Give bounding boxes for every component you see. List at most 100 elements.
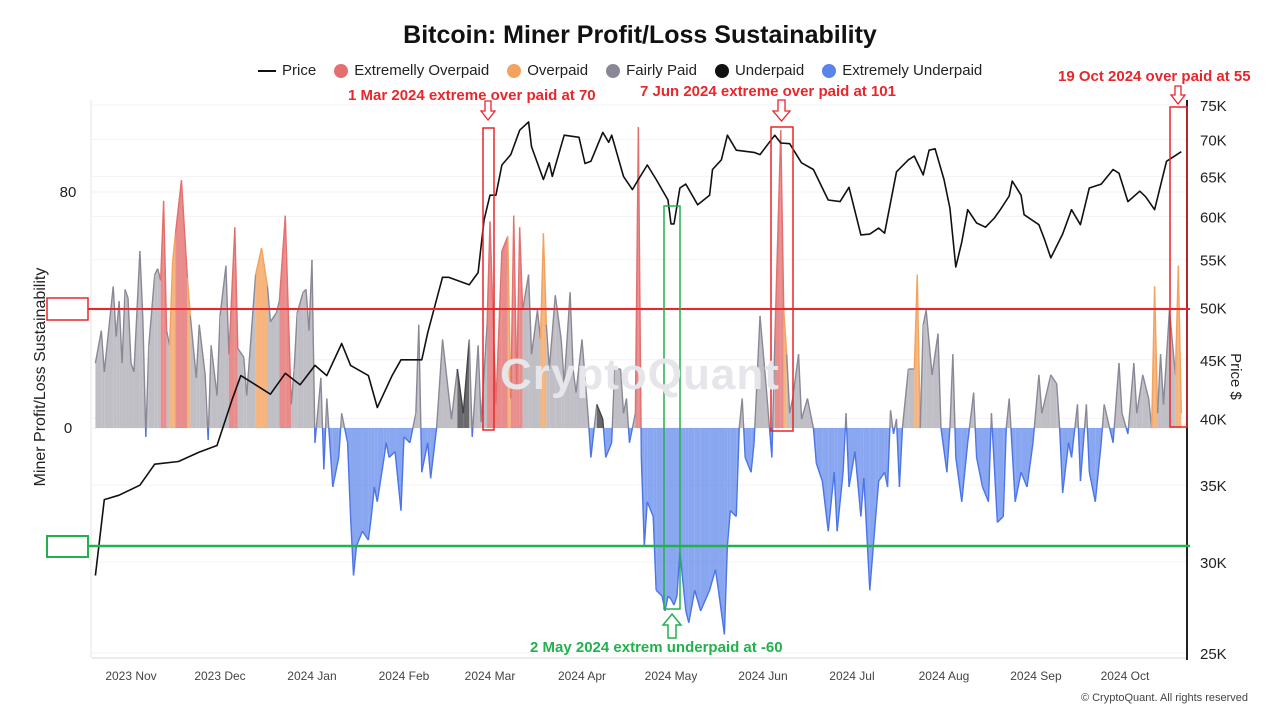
area-segment-F [522, 274, 529, 428]
area-edge-F [118, 301, 123, 364]
area-edge-U [602, 419, 605, 429]
area-edge-F [593, 404, 598, 429]
right-tick-label: 60K [1200, 209, 1227, 226]
area-edge-F [1038, 374, 1043, 414]
area-edge-F [315, 377, 322, 429]
area-segment-EU [1089, 428, 1096, 502]
area-edge-EU [815, 463, 823, 482]
copyright: © CryptoQuant. All rights reserved [1080, 692, 1248, 704]
legend-item-extremely-overpaid[interactable]: Extremelly Overpaid [334, 62, 489, 79]
annotation-oct: 19 Oct 2024 over paid at 55 [1058, 68, 1251, 85]
area-edge-F [340, 413, 346, 429]
area-segment-EU [353, 428, 357, 576]
area-segment-F [303, 289, 307, 428]
area-edge-F [269, 312, 277, 323]
area-edge-EU [388, 451, 396, 458]
area-segment-EU [656, 428, 663, 597]
area-edge-F [548, 295, 556, 370]
legend-label: Fairly Paid [626, 62, 697, 79]
area-edge-F [210, 345, 218, 396]
area-edge-F [266, 286, 272, 322]
area-edge-F [139, 250, 144, 319]
area-segment-F [789, 398, 793, 428]
area-edge-F [1118, 363, 1123, 414]
area-edge-F [527, 274, 533, 355]
area-edge-EO [634, 127, 640, 414]
area-edge-EU [409, 427, 414, 443]
area-edge-EU [714, 569, 720, 591]
highlight-box-40 [46, 297, 89, 321]
area-edge-EU [1100, 427, 1104, 443]
area-edge-F [845, 413, 848, 429]
area-segment-F [573, 369, 577, 428]
area-edge-EO [174, 180, 183, 234]
area-edge-F [1076, 404, 1080, 429]
area-edge-F [581, 339, 589, 414]
area-edge-EU [421, 442, 429, 473]
area-edge-F [219, 265, 227, 316]
area-edge-F [560, 339, 565, 384]
area-edge-EO [278, 215, 286, 302]
area-edge-EU [875, 481, 880, 517]
area-segment-EU [350, 428, 354, 576]
legend-item-price[interactable]: Price [258, 62, 316, 79]
area-edge-F [587, 413, 590, 429]
area-edge-F [1050, 374, 1058, 385]
area-segment-EU [715, 428, 719, 591]
area-edge-EU [373, 486, 378, 502]
annotation-may: 2 May 2024 extrem underpaid at -60 [530, 639, 783, 656]
x-tick-label: 2024 Jul [829, 669, 874, 683]
area-edge-EU [646, 501, 654, 517]
area-edge-EU [812, 427, 818, 464]
legend-item-overpaid[interactable]: Overpaid [507, 62, 588, 79]
area-edge-EU [361, 530, 369, 541]
area-edge-F [472, 345, 479, 429]
area-edge-F [133, 250, 141, 372]
area-edge-F [530, 309, 539, 355]
dot-swatch-icon [822, 63, 837, 78]
area-edge-EU [667, 595, 672, 600]
area-edge-F [919, 324, 924, 429]
area-edge-EU [981, 486, 990, 503]
area-segment-F [932, 333, 939, 428]
area-edge-O [539, 233, 545, 340]
area-segment-F [561, 339, 565, 428]
x-tick-label: 2024 Jan [287, 669, 336, 683]
area-edge-EU [1010, 427, 1016, 502]
area-edge-EU [1070, 427, 1076, 458]
area-edge-F [806, 398, 815, 429]
area-edge-EU [355, 530, 364, 547]
area-edge-EO [486, 221, 491, 325]
area-segment-F [297, 292, 304, 428]
area-edge-EU [827, 472, 835, 532]
area-edge-EU [996, 516, 1004, 523]
area-edge-F [1005, 398, 1010, 429]
oct-arrow-down-icon [1169, 85, 1187, 106]
legend-label: Underpaid [734, 62, 805, 79]
right-tick-label: 70K [1200, 132, 1227, 149]
area-segment-F [125, 289, 129, 428]
area-edge-EU [323, 427, 327, 470]
area-edge-EU [1002, 427, 1007, 517]
legend-item-extremely-underpaid[interactable]: Extremely Underpaid [822, 62, 982, 79]
area-segment-F [923, 310, 927, 428]
mar-arrow-down-icon [479, 100, 497, 122]
area-edge-EU [420, 427, 423, 473]
area-edge-O [507, 236, 512, 399]
area-segment-EU [374, 428, 378, 502]
area-segment-EU [647, 428, 654, 517]
area-edge-EU [1086, 427, 1091, 473]
legend-item-fairly-paid[interactable]: Fairly Paid [606, 62, 697, 79]
area-segment-F [128, 298, 131, 428]
legend-item-underpaid[interactable]: Underpaid [714, 62, 805, 79]
area-segment-EU [709, 428, 716, 591]
area-edge-F [741, 398, 745, 429]
area-edge-EU [346, 442, 352, 517]
area-segment-F [199, 324, 206, 428]
dot-swatch-icon [334, 63, 349, 78]
area-edge-EU [1020, 471, 1028, 488]
y-axis-left-label: Miner Profit/Loss Sustainability [32, 267, 49, 487]
area-edge-EU [845, 427, 850, 488]
area-edge-EU [367, 516, 373, 541]
area-edge-EU [742, 427, 746, 458]
